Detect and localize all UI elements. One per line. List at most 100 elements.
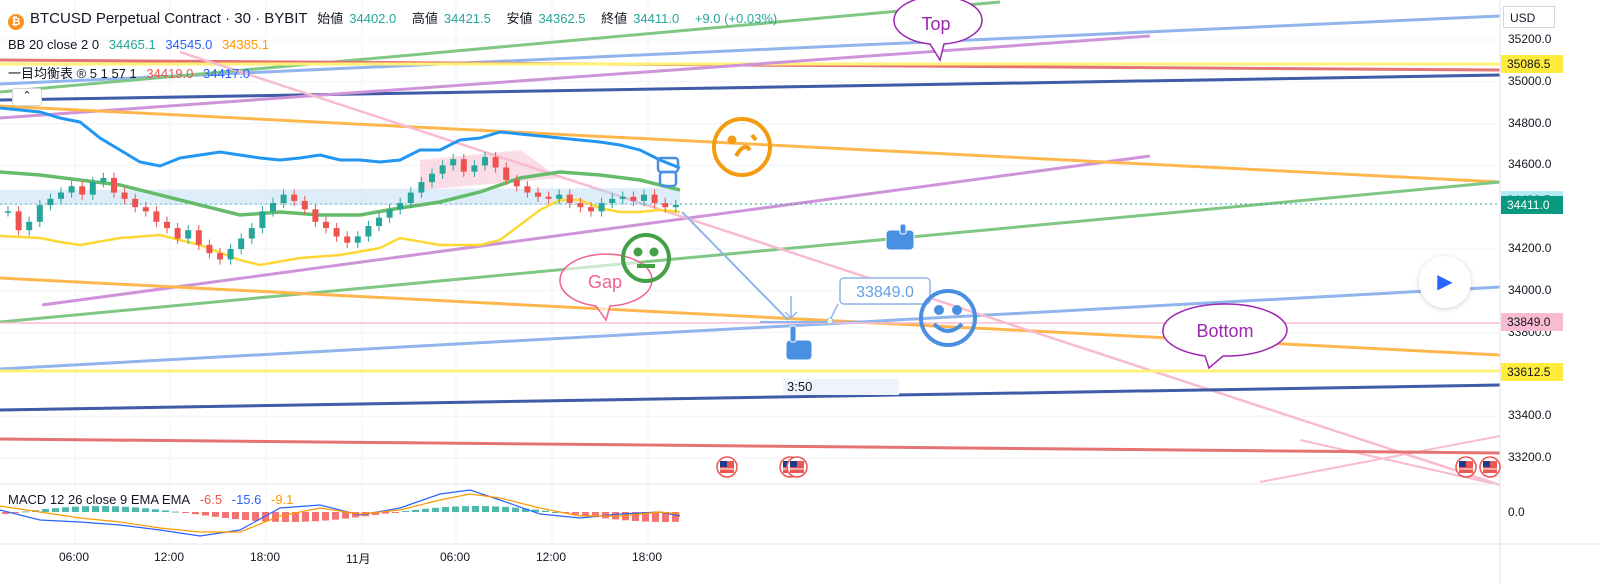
neutral-face-icon[interactable] (621, 233, 671, 283)
macd-bar (332, 512, 339, 520)
candle-body (47, 198, 54, 206)
symbol-title[interactable]: BTCUSD Perpetual Contract · 30 · BYBIT (30, 10, 308, 27)
macd-bar (552, 511, 559, 513)
macd-bar (462, 506, 469, 512)
play-icon: ▶ (1437, 271, 1453, 293)
trendline-navy-top[interactable] (0, 73, 1501, 102)
trendline-purple-upper[interactable] (0, 34, 1151, 120)
macd-bar (532, 509, 539, 512)
macd-bar (72, 506, 79, 512)
candle-body (291, 194, 298, 201)
macd-bar (342, 512, 349, 519)
ichimoku-legend[interactable]: 一目均衡表 ® 5 1 57 1 34419.0 34417.0 (8, 63, 256, 82)
trendline-orange-upper[interactable] (0, 104, 1501, 184)
macd-histogram (2, 506, 679, 522)
candle-body (280, 194, 287, 204)
macd-value-hist: -6.5 (199, 492, 223, 507)
ichimoku-value-1: 34419.0 (146, 66, 194, 81)
callout-top-text: Top (921, 14, 950, 34)
candle-body (238, 238, 245, 249)
macd-bar (12, 512, 19, 513)
us-flag-icon[interactable] (716, 456, 738, 478)
trendline-purple-lower[interactable] (41, 154, 1151, 307)
macd-bar (372, 512, 379, 515)
trendline-navy-bottom[interactable] (0, 383, 1501, 412)
callout-top[interactable]: Top (893, 0, 983, 62)
candle-body (429, 173, 435, 183)
smiley-face-icon[interactable] (919, 289, 977, 347)
macd-bar (262, 512, 269, 522)
projection-arrow-line[interactable] (681, 211, 789, 321)
trendline-green-lower[interactable] (0, 180, 1501, 324)
ohlc-close: 終値 34411.0 (601, 11, 680, 26)
macd-bar (622, 512, 629, 521)
candle-body (524, 186, 531, 193)
us-flag-icon[interactable] (1455, 456, 1477, 478)
economic-event-flags[interactable] (716, 456, 1501, 478)
candle-body (15, 211, 22, 231)
ichimoku-label: 一目均衡表 ® 5 1 57 1 (8, 66, 137, 81)
collapse-legend-button[interactable]: ⌃ (12, 88, 42, 106)
candle-body (545, 196, 552, 199)
play-button[interactable]: ▶ (1419, 256, 1471, 308)
candle-body (174, 228, 181, 239)
candle-body (301, 200, 308, 210)
macd-line (0, 489, 681, 537)
callout-gap-text: Gap (588, 272, 622, 292)
macd-bar (512, 507, 519, 512)
macd-bar (662, 512, 669, 522)
price-tag[interactable]: 35086.5 (1501, 54, 1563, 73)
price-tag[interactable]: 34411.0 (1501, 195, 1563, 214)
ohlc-high: 高値 34421.5 (411, 11, 491, 26)
macd-bar (142, 508, 149, 512)
callout-bottom-text: Bottom (1196, 321, 1253, 341)
candle-body (460, 159, 467, 172)
candle-body (164, 221, 170, 229)
candle-body (513, 180, 520, 187)
bb-upper-line (0, 106, 681, 170)
candle-body (641, 194, 647, 201)
trendline-pink-diag[interactable] (179, 50, 1501, 487)
trendline-blue-lower[interactable] (0, 285, 1501, 371)
currency-selector[interactable]: USD (1503, 6, 1555, 28)
trendline-green-top[interactable] (0, 0, 1001, 94)
down-arrow-icon (784, 296, 798, 320)
candle-body (376, 217, 382, 227)
macd-legend[interactable]: MACD 12 26 close 9 EMA EMA -6.5 -15.6 -9… (8, 492, 299, 507)
macd-value-signal: -9.1 (271, 492, 294, 507)
trendline-red-bottom[interactable] (0, 437, 1501, 455)
time-tick-label: 12:00 (154, 550, 185, 564)
confused-face-icon[interactable] (712, 117, 772, 177)
trendline-blue-top[interactable] (0, 14, 1501, 86)
time-tick-label: 11月 (346, 552, 371, 566)
candle-body (492, 157, 499, 168)
us-flag-icon[interactable] (786, 456, 808, 478)
macd-bar (52, 508, 59, 512)
us-flag-icon[interactable] (1479, 456, 1501, 478)
candle-body (248, 228, 255, 239)
macd-bar (42, 509, 49, 512)
ohlc-low: 安値 34362.5 (506, 11, 586, 26)
candle-body (153, 211, 160, 222)
macd-bar (492, 506, 499, 512)
macd-bar (22, 511, 29, 513)
candle-body (132, 198, 139, 208)
price-tag[interactable]: 33612.5 (1501, 362, 1563, 381)
macd-bar (422, 508, 429, 512)
macd-signal-line (0, 493, 681, 533)
price-label-callout[interactable]: 33849.0 (826, 277, 931, 325)
macd-bar (132, 507, 139, 512)
macd-bar (572, 512, 579, 515)
pointing-hand-icon-1[interactable] (885, 223, 915, 251)
macd-bar (182, 512, 189, 513)
macd-bar (232, 512, 239, 520)
candle-body (333, 228, 340, 237)
macd-bar (452, 506, 459, 512)
price-tag[interactable]: 33849.0 (1501, 313, 1563, 332)
pointing-hand-icon-3[interactable] (656, 156, 680, 188)
candle-body (344, 236, 351, 243)
callout-bottom[interactable]: Bottom (1162, 303, 1288, 370)
pointing-hand-icon-2[interactable] (785, 325, 813, 361)
bb-legend[interactable]: BB 20 close 2 0 34465.1 34545.0 34385.1 (8, 37, 275, 52)
